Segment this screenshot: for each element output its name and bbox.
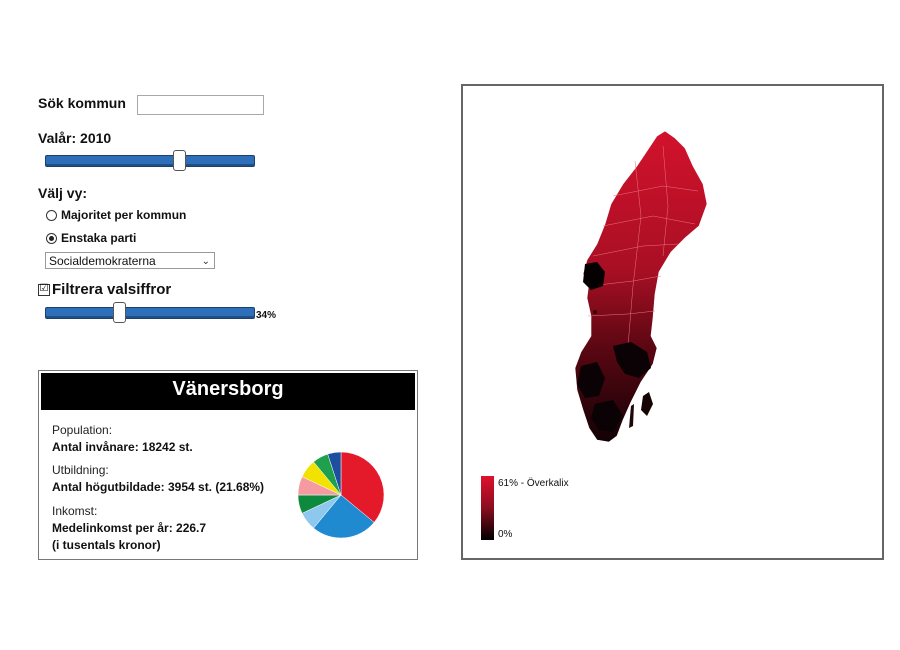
radio-majority-label[interactable]: Majoritet per kommun <box>61 208 187 222</box>
municipality-info-panel: Vänersborg Population: Antal invånare: 1… <box>38 370 418 560</box>
pie-slice-7 <box>327 451 342 496</box>
municipality-borders <box>587 145 699 347</box>
filter-label: Filtrera valsiffror <box>52 281 172 298</box>
search-input[interactable] <box>137 95 264 115</box>
chevron-down-icon: ⌄ <box>201 256 210 267</box>
income-heading: Inkomst: <box>52 504 98 518</box>
sweden-region-shape <box>574 130 708 443</box>
search-label: Sök kommun <box>38 95 126 111</box>
filter-value: 34% <box>256 310 277 321</box>
municipality-title: Vänersborg <box>41 373 415 410</box>
population-heading: Population: <box>52 423 113 437</box>
vote-pie-chart <box>297 451 385 539</box>
population-value: Antal invånare: 18242 st. <box>52 440 193 454</box>
pie-slice-0 <box>340 451 385 523</box>
year-label: Valår: 2010 <box>38 130 112 146</box>
dark-municipality-jamtland <box>583 262 605 290</box>
radio-single-party[interactable] <box>46 233 57 244</box>
view-label: Välj vy: <box>38 185 88 201</box>
education-heading: Utbildning: <box>52 463 109 477</box>
sweden-choropleth-map <box>574 130 708 443</box>
filter-checkbox[interactable]: ☑ <box>38 284 50 296</box>
map-panel: 61% - Överkalix 0% <box>461 84 884 560</box>
checkmark-icon: ☑ <box>39 283 49 294</box>
oland-island <box>629 404 634 428</box>
pie-slice-1 <box>313 494 375 539</box>
income-note: (i tusentals kronor) <box>52 538 161 552</box>
filter-slider[interactable] <box>45 302 255 323</box>
party-select[interactable]: Socialdemokraterna ⌄ <box>45 252 215 269</box>
year-slider-thumb[interactable] <box>173 150 187 171</box>
dark-municipalities-south <box>577 342 651 432</box>
legend-color-bar <box>481 476 494 540</box>
filter-slider-thumb[interactable] <box>112 302 126 323</box>
gotland-island <box>641 392 653 416</box>
education-value: Antal högutbildade: 3954 st. (21.68%) <box>52 480 265 494</box>
map-marker <box>593 310 597 314</box>
income-value: Medelinkomst per år: 226.7 <box>52 521 207 535</box>
radio-majority[interactable] <box>46 210 57 221</box>
party-select-value: Socialdemokraterna <box>49 254 156 268</box>
legend-min-label: 0% <box>498 529 513 540</box>
year-slider[interactable] <box>45 150 255 171</box>
legend-max-label: 61% - Överkalix <box>498 478 569 489</box>
radio-single-party-label[interactable]: Enstaka parti <box>61 231 137 245</box>
